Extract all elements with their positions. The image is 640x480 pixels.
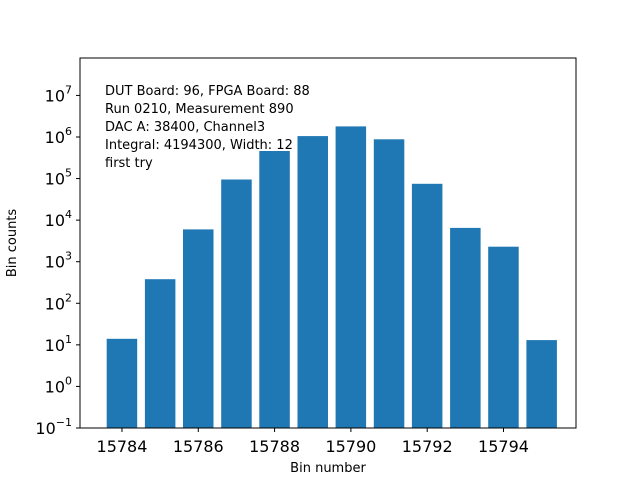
y-tick-label: 101 <box>45 333 72 355</box>
x-tick-label: 15790 <box>325 437 376 456</box>
annotation-line: Run 0210, Measurement 890 <box>105 102 294 117</box>
annotation-line: first try <box>105 156 153 171</box>
annotation-box: DUT Board: 96, FPGA Board: 88 Run 0210, M… <box>105 84 310 171</box>
y-tick-label: 103 <box>45 250 72 272</box>
annotation-line: DUT Board: 96, FPGA Board: 88 <box>105 84 310 99</box>
x-tick-label: 15788 <box>249 437 300 456</box>
bar-15788 <box>259 151 290 428</box>
bar-15794 <box>488 246 519 428</box>
x-tick-label: 15786 <box>173 437 224 456</box>
bars-group <box>106 126 557 429</box>
y-tick-label: 100 <box>45 374 72 396</box>
bar-15786 <box>183 229 214 428</box>
annotation-line: DAC A: 38400, Channel3 <box>105 120 265 135</box>
x-ticks-group: 15784 15786 15788 15790 15792 15794 <box>97 428 529 456</box>
x-axis-label: Bin number <box>290 461 366 476</box>
x-tick-label: 15794 <box>478 437 529 456</box>
x-tick-label: 15784 <box>97 437 148 456</box>
y-tick-label: 107 <box>45 83 72 105</box>
bar-15795 <box>526 340 557 428</box>
y-tick-label: 106 <box>45 125 72 147</box>
y-tick-label: 105 <box>45 167 72 189</box>
y-tick-label: 102 <box>45 291 72 313</box>
x-tick-label: 15792 <box>402 437 453 456</box>
bar-15784 <box>106 338 138 428</box>
bar-15790 <box>335 126 367 429</box>
plot-frame <box>79 57 577 429</box>
annotation-line: Integral: 4194300, Width: 12 <box>105 138 293 153</box>
bar-15785 <box>144 279 176 428</box>
y-ticks-group: 10−1 100 101 102 103 104 105 106 107 <box>35 83 80 438</box>
y-tick-label: 10−1 <box>35 416 72 438</box>
bar-15791 <box>373 139 405 429</box>
y-tick-label: 104 <box>45 208 72 230</box>
bar-15793 <box>450 227 481 428</box>
y-axis-label: Bin counts <box>5 209 20 278</box>
bar-15789 <box>297 136 328 428</box>
bar-15787 <box>221 179 252 428</box>
bar-15792 <box>411 183 443 428</box>
